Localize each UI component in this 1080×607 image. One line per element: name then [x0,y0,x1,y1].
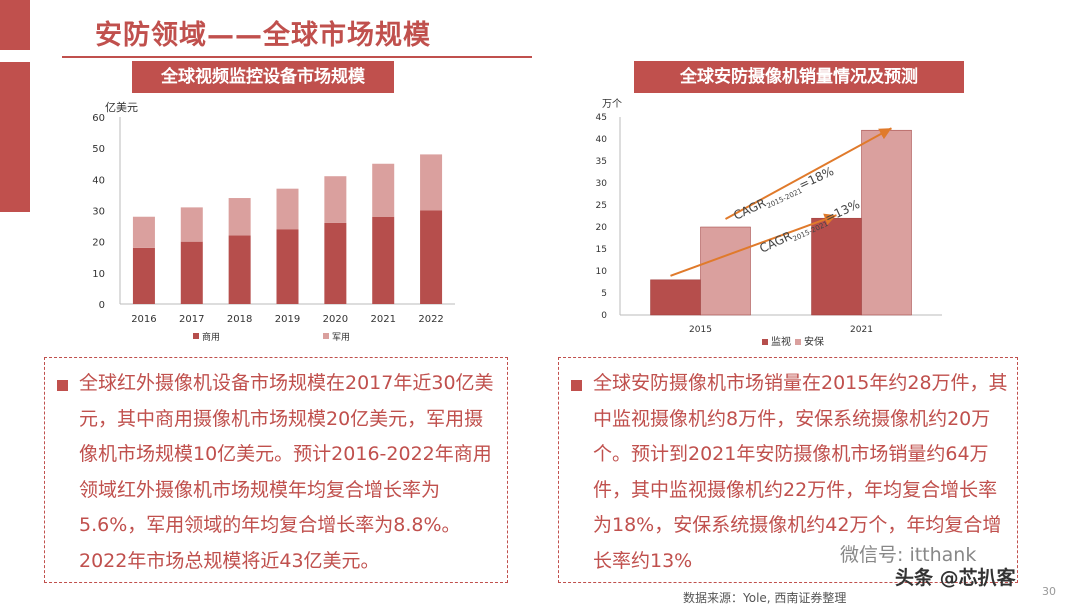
left-bar-2016-商用 [132,247,155,304]
right-legend-swatch-0 [762,339,768,345]
cagr-arrow-13 [670,213,837,277]
right-y-tick: 40 [596,135,608,145]
right-y-tick: 45 [596,113,607,123]
right-legend-label-1: 安保 [804,335,824,348]
left-bullet [57,380,68,391]
cagr-label-0: CAGR2015-2021=18% [731,164,836,225]
left-y-tick: 40 [92,175,105,186]
right-y-tick: 10 [596,267,608,277]
left-bar-2020-军用 [324,176,347,223]
right-y-tick: 25 [596,201,607,211]
right-bar-2021-安保 [861,129,912,316]
left-chart-title: 全球视频监控设备市场规模 [132,61,394,93]
right-y-tick: 15 [596,245,607,255]
left-bar-2022-军用 [420,154,443,211]
left-x-tick: 2020 [323,314,348,325]
left-bar-2021-商用 [372,216,395,304]
left-x-tick: 2022 [418,314,443,325]
left-bar-2017-军用 [180,207,203,242]
right-bar-2015-安保 [700,226,751,316]
left-y-tick: 0 [99,300,105,311]
left-y-tick: 30 [92,207,105,218]
left-y-tick: 20 [92,238,105,249]
left-x-tick: 2021 [370,314,395,325]
left-x-tick: 2017 [179,314,204,325]
right-bullet [571,380,582,391]
left-bar-2018-商用 [228,235,251,304]
left-legend-label-1: 军用 [332,332,350,343]
right-bar-2015-监视 [650,279,701,316]
right-y-tick: 30 [596,179,608,189]
right-y-tick: 20 [596,223,608,233]
left-bar-2018-军用 [228,198,251,236]
right-y-tick: 0 [601,311,607,321]
right-box-text: 全球安防摄像机市场销量在2015年约28万件，其中监视摄像机约8万件，安保系统摄… [593,372,1008,572]
left-y-tick: 50 [92,144,105,155]
right-y-unit: 万个 [602,98,622,110]
right-bar-2021-监视 [811,217,862,316]
left-bar-2019-商用 [276,229,299,304]
left-legend-swatch-1 [323,333,329,339]
left-box-text: 全球红外摄像机设备市场规模在2017年近30亿美元，其中商用摄像机市场规模20亿… [79,372,494,572]
left-y-unit: 亿美元 [105,101,138,114]
left-legend-label-0: 商用 [202,331,220,343]
left-text-box: 全球红外摄像机设备市场规模在2017年近30亿美元，其中商用摄像机市场规模20亿… [44,357,508,583]
right-x-tick: 2021 [850,325,873,335]
right-y-tick: 5 [601,289,607,299]
cagr-arrow-18 [725,127,892,220]
data-source-note: 数据来源：Yole, 西南证券整理 [683,591,847,605]
right-chart-title: 全球安防摄像机销量情况及预测 [634,61,964,93]
right-x-tick: 2015 [689,325,712,335]
right-y-tick: 35 [596,157,607,167]
left-bar-2019-军用 [276,188,299,230]
left-bar-chart: 亿美元 0 10 20 30 40 50 60 2016 2017 2018 2019 2020 2021… [92,101,455,343]
left-x-tick: 2019 [275,314,300,325]
left-bar-2021-军用 [372,163,395,217]
left-y-tick: 60 [92,113,105,124]
left-legend-swatch-0 [193,333,199,339]
left-x-tick: 2016 [131,314,156,325]
decor-block-top [0,0,30,50]
page-number: 30 [1042,585,1056,598]
left-bar-2022-商用 [420,210,443,304]
left-bar-2017-商用 [180,241,203,304]
right-text-box: 全球安防摄像机市场销量在2015年约28万件，其中监视摄像机约8万件，安保系统摄… [558,357,1018,583]
right-legend-swatch-1 [795,339,801,345]
left-bar-2020-商用 [324,222,347,304]
right-bar-chart: 万个 0 5 10 15 20 25 30 35 40 45 2015 2021 监视 安保 CAGR2015… [596,98,942,348]
left-bar-2016-军用 [132,216,155,248]
decor-block-bottom [0,62,30,212]
page-title: 安防领域——全球市场规模 [95,20,431,51]
toutiao-watermark: 头条 @芯扒客 [895,567,1016,589]
wechat-watermark: 微信号: itthank [840,544,977,566]
title-underline [62,56,532,58]
left-y-tick: 10 [92,269,105,280]
left-x-tick: 2018 [227,314,252,325]
right-legend-label-0: 监视 [771,335,791,348]
